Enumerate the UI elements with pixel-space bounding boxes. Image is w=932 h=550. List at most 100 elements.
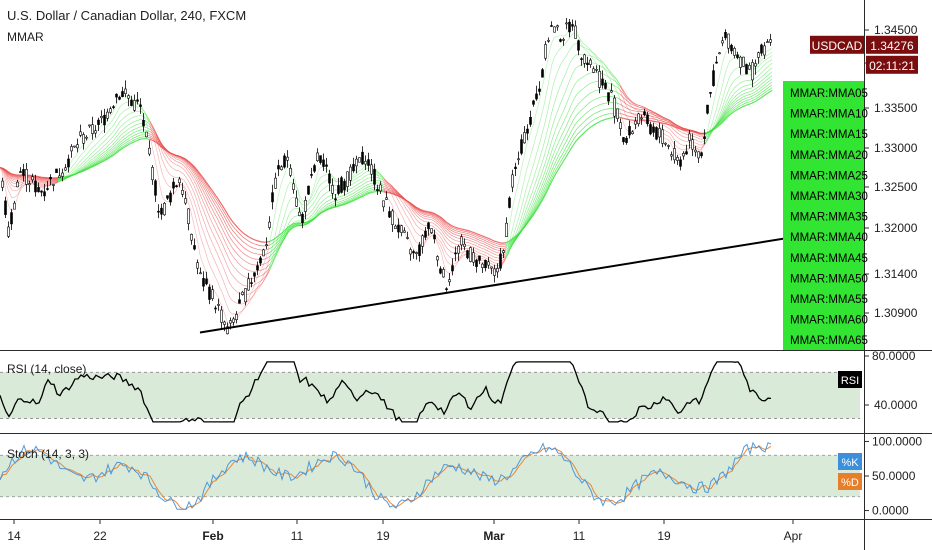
mma-ribbon-segment <box>95 156 99 159</box>
mma-ribbon-segment <box>339 204 343 207</box>
mma-ribbon-segment <box>673 129 677 132</box>
mma-ribbon-segment <box>729 112 733 116</box>
mma-ribbon-segment <box>579 134 583 138</box>
mma-ribbon-segment <box>277 236 281 240</box>
mma-ribbon-segment <box>305 221 309 223</box>
mma-ribbon-segment <box>185 162 189 166</box>
mma-ribbon-segment <box>93 153 97 156</box>
mma-ribbon-segment <box>733 101 737 104</box>
mma-ribbon-segment <box>549 164 553 171</box>
mma-ribbon-segment <box>625 94 629 98</box>
mma-ribbon-segment <box>497 247 501 249</box>
mma-ribbon-segment <box>701 145 705 148</box>
mma-ribbon-segment <box>457 227 461 230</box>
mma-ribbon-segment <box>295 183 299 191</box>
mma-ribbon-segment <box>361 173 365 176</box>
mma-ribbon-segment <box>529 127 533 135</box>
mma-ribbon-segment <box>449 231 453 234</box>
mma-ribbon-segment <box>313 179 317 187</box>
mma-ribbon-segment <box>217 296 221 303</box>
mma-ribbon-segment <box>589 82 593 84</box>
mma-ribbon-segment <box>739 91 743 93</box>
mma-ribbon-segment <box>605 75 609 78</box>
mma-ribbon-segment <box>555 143 559 149</box>
mma-ribbon-segment <box>149 138 153 141</box>
mma-ribbon-segment <box>209 187 213 191</box>
mma-ribbon-segment <box>613 76 617 80</box>
mma-ribbon-segment <box>119 145 123 148</box>
mma-ribbon-segment <box>671 121 675 124</box>
mma-ribbon-segment <box>369 191 373 194</box>
mma-ribbon-segment <box>211 214 215 219</box>
mma-ribbon-segment <box>155 134 159 139</box>
mma-ribbon-segment <box>657 119 661 121</box>
mma-ribbon-segment <box>319 166 323 169</box>
mma-ribbon-segment <box>101 129 105 132</box>
mma-ribbon-segment <box>313 216 317 219</box>
mma-ribbon-segment <box>347 198 351 201</box>
mma-ribbon-segment <box>269 260 273 265</box>
mma-ribbon-segment <box>551 133 555 141</box>
mma-ribbon-segment <box>539 179 543 186</box>
mma-ribbon-segment <box>633 104 637 107</box>
mma-ribbon-segment <box>441 243 445 249</box>
mma-ribbon-segment <box>113 113 117 118</box>
mma-ribbon-segment <box>137 137 141 139</box>
mma-ribbon-segment <box>89 141 93 145</box>
mma-ribbon-segment <box>305 218 309 221</box>
mma-ribbon-segment <box>231 247 235 251</box>
mma-ribbon-segment <box>727 111 731 114</box>
mma-ribbon-segment <box>201 206 205 212</box>
mma-ribbon-segment <box>197 180 201 185</box>
mma-ribbon-segment <box>249 297 253 302</box>
mma-ribbon-segment <box>223 211 227 216</box>
mma-ribbon-segment <box>677 129 681 132</box>
mma-ribbon-segment <box>601 109 605 111</box>
mma-ribbon-segment <box>697 133 701 136</box>
mma-ribbon-segment <box>243 253 247 256</box>
mma-ribbon-segment <box>73 171 77 174</box>
mma-ribbon-segment <box>107 149 111 152</box>
mma-ribbon-segment <box>9 174 13 176</box>
mma-ribbon-segment <box>163 199 167 202</box>
mma-ribbon-segment <box>0 167 3 172</box>
mma-ribbon-segment <box>447 248 451 252</box>
mma-ribbon-segment <box>11 180 15 182</box>
mma-ribbon-segment <box>659 114 663 117</box>
mma-ribbon-segment <box>561 138 565 143</box>
mma-ribbon-segment <box>479 236 483 238</box>
mma-ribbon-segment <box>337 202 341 205</box>
mma-ribbon-segment <box>753 98 757 101</box>
mma-ribbon-segment <box>565 137 569 142</box>
mma-ribbon-segment <box>537 178 541 184</box>
mma-ribbon-segment <box>223 269 227 275</box>
mma-ribbon-segment <box>361 188 365 191</box>
mma-ribbon-segment <box>675 124 679 127</box>
mma-ribbon-segment <box>217 282 221 288</box>
mma-ribbon-segment <box>291 169 295 176</box>
mma-ribbon-segment <box>491 239 495 242</box>
mma-ribbon-segment <box>695 139 699 142</box>
mma-ribbon-segment <box>567 62 571 68</box>
mma-ribbon-segment <box>271 241 275 244</box>
mma-ribbon-segment <box>201 198 205 204</box>
mma-ribbon-segment <box>143 113 147 116</box>
mma-ribbon-segment <box>453 227 457 230</box>
mma-ribbon-segment <box>101 156 105 158</box>
mma-ribbon-segment <box>677 127 681 130</box>
mma-ribbon-segment <box>441 231 445 235</box>
mma-ribbon-segment <box>337 199 341 201</box>
mma-ribbon-segment <box>579 40 583 46</box>
mma-ribbon-segment <box>747 101 751 103</box>
mma-ribbon-segment <box>231 264 235 268</box>
mma-ribbon-segment <box>141 108 145 112</box>
mma-ribbon-segment <box>347 191 351 194</box>
mma-ribbon-segment <box>101 159 105 162</box>
mma-ribbon-segment <box>419 222 423 225</box>
mma-ribbon-segment <box>227 279 231 284</box>
mma-ribbon-segment <box>719 65 723 75</box>
mma-ribbon-segment <box>519 225 523 231</box>
mma-ribbon-segment <box>471 246 475 248</box>
mma-ribbon-segment <box>581 127 585 130</box>
